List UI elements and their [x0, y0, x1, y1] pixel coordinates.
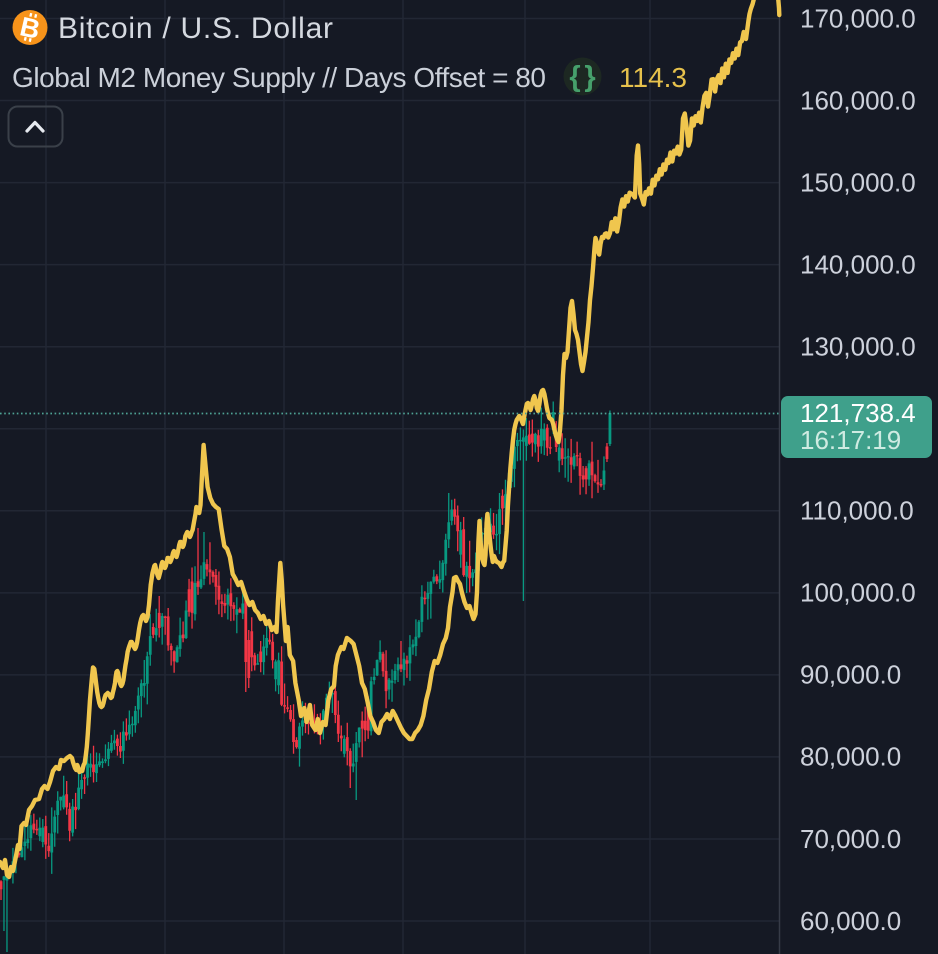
svg-text:Bitcoin / U.S. Dollar: Bitcoin / U.S. Dollar: [58, 12, 333, 45]
svg-text:80,000.0: 80,000.0: [800, 742, 901, 772]
svg-text:114.3: 114.3: [619, 62, 687, 93]
svg-text:Global M2 Money Supply // Days: Global M2 Money Supply // Days Offset = …: [12, 62, 546, 93]
svg-text:121,738.4: 121,738.4: [800, 398, 916, 428]
svg-text:{: {: [569, 61, 580, 93]
svg-text:60,000.0: 60,000.0: [800, 906, 901, 936]
svg-text:130,000.0: 130,000.0: [800, 332, 916, 362]
svg-text:170,000.0: 170,000.0: [800, 3, 916, 33]
svg-text:150,000.0: 150,000.0: [800, 167, 916, 197]
svg-text:140,000.0: 140,000.0: [800, 249, 916, 279]
svg-text:70,000.0: 70,000.0: [800, 824, 901, 854]
svg-text:100,000.0: 100,000.0: [800, 578, 916, 608]
svg-text:160,000.0: 160,000.0: [800, 85, 916, 115]
svg-text:90,000.0: 90,000.0: [800, 660, 901, 690]
svg-text:}: }: [584, 61, 595, 93]
svg-text:110,000.0: 110,000.0: [800, 496, 914, 526]
svg-text:16:17:19: 16:17:19: [800, 425, 901, 455]
